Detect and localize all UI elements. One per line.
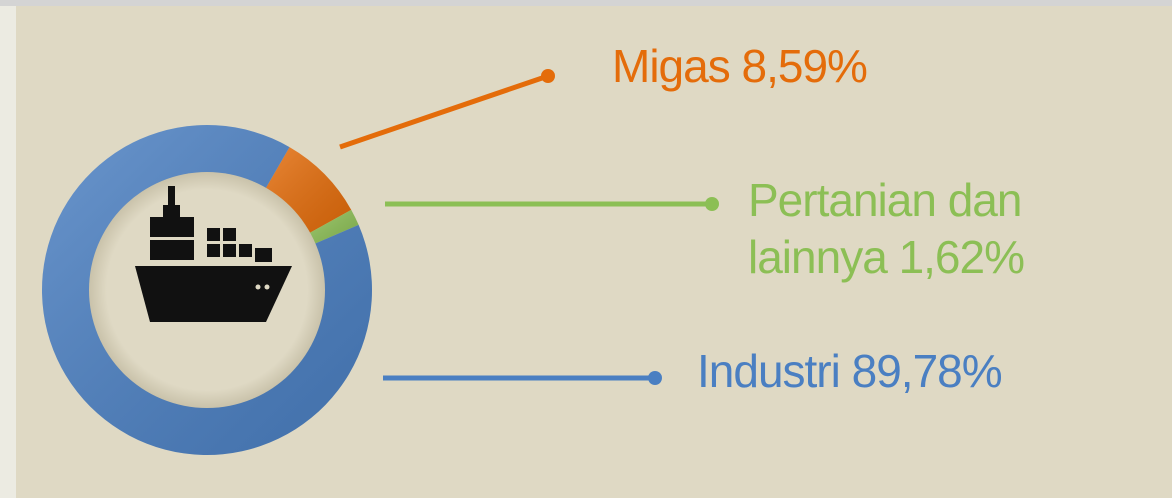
legend-label: Industri 89,78%	[697, 343, 1003, 400]
value-label: 89,78%	[851, 345, 1003, 397]
category-label: Pertanian dan lainnya	[748, 174, 1022, 283]
ship-icon	[135, 186, 292, 322]
leader-dot	[648, 371, 662, 385]
top-border	[0, 0, 1172, 6]
value-label: 1,62%	[898, 231, 1025, 283]
left-strip	[0, 6, 16, 498]
category-label: Migas	[612, 40, 731, 92]
slice-sheen	[308, 209, 359, 245]
leader-dot	[705, 197, 719, 211]
slice-sheen	[265, 147, 352, 234]
leader-dot	[541, 69, 555, 83]
legend-label: Migas 8,59%	[612, 38, 868, 95]
leader-line	[339, 73, 549, 150]
value-label: 8,59%	[741, 40, 868, 92]
legend-label: Pertanian dan lainnya 1,62%	[748, 172, 1088, 286]
category-label: Industri	[697, 345, 841, 397]
